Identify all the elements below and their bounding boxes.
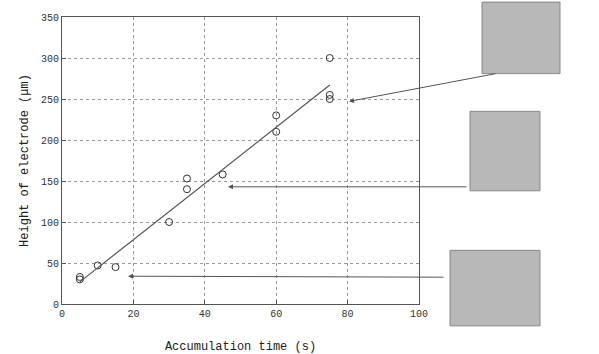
- svg-text:20: 20: [127, 309, 139, 320]
- svg-text:150: 150: [41, 177, 59, 188]
- svg-text:50: 50: [47, 259, 59, 270]
- svg-text:40: 40: [199, 309, 211, 320]
- svg-text:Height of electrode (μm): Height of electrode (μm): [18, 74, 32, 247]
- svg-text:300: 300: [41, 54, 59, 65]
- svg-text:350: 350: [41, 13, 59, 24]
- svg-text:100: 100: [41, 218, 59, 229]
- svg-text:100: 100: [410, 309, 428, 320]
- svg-text:80: 80: [342, 309, 354, 320]
- svg-text:Accumulation time (s): Accumulation time (s): [165, 340, 316, 354]
- svg-text:60: 60: [270, 309, 282, 320]
- svg-text:0: 0: [59, 309, 65, 320]
- svg-text:250: 250: [41, 95, 59, 106]
- svg-text:0: 0: [53, 300, 59, 311]
- svg-text:200: 200: [41, 136, 59, 147]
